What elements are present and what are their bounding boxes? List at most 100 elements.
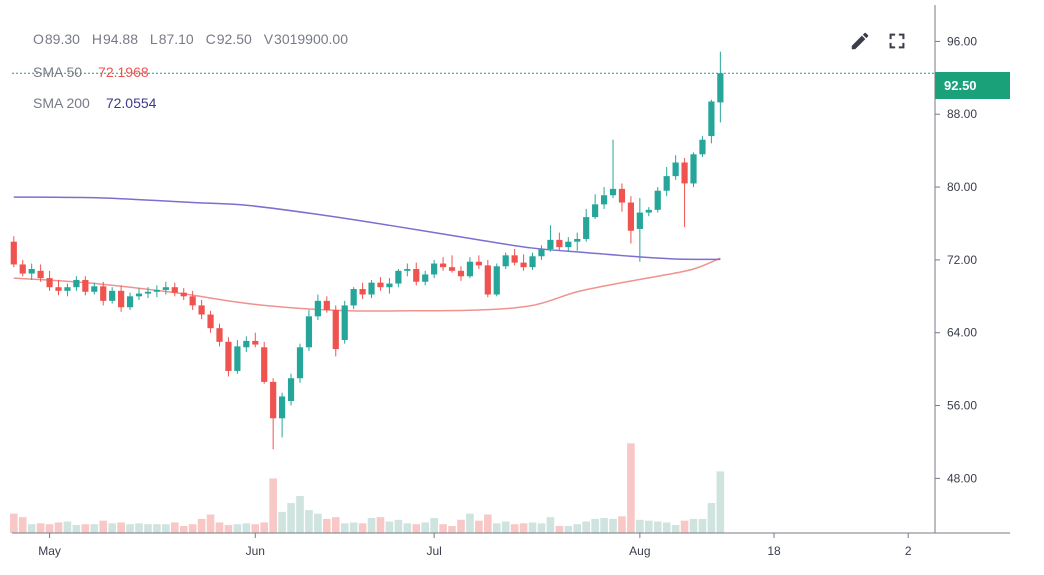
candle [359, 282, 366, 300]
candle-body [118, 290, 125, 308]
volume-bar [385, 521, 394, 533]
volume-bar [600, 518, 608, 533]
candle [618, 183, 626, 212]
candle [645, 207, 652, 217]
legend-volume-value: 3019900.00 [274, 31, 348, 47]
legend-high-key: H [91, 31, 102, 47]
candle-body [314, 300, 321, 317]
candle-body [672, 162, 679, 177]
candle-body [520, 262, 527, 268]
candle [296, 343, 304, 383]
candle-body [645, 209, 652, 213]
volume-bar [99, 520, 108, 533]
legend-open-key: O [33, 31, 44, 47]
candle-body [234, 346, 241, 371]
candle [91, 282, 98, 295]
candle-body [690, 154, 697, 184]
candle-body [243, 340, 250, 348]
candle-body [91, 286, 98, 292]
candle-body [547, 239, 554, 249]
candle-body [386, 283, 393, 288]
volume-bar [188, 524, 197, 533]
volume-bar [510, 524, 519, 533]
volume-bar [653, 521, 662, 533]
candle-body [261, 347, 268, 382]
candle-body [574, 238, 581, 242]
candle [144, 287, 152, 299]
price-tick-label: 64.00 [947, 326, 977, 340]
sma-200-legend[interactable]: SMA 200 72.0554 [33, 95, 156, 111]
sma-200-line [13, 196, 721, 261]
candle-body [305, 316, 313, 348]
volume-bar [546, 517, 555, 533]
sma-200-label: SMA 200 [33, 95, 90, 111]
volume-bar [108, 523, 116, 533]
candle [493, 263, 500, 297]
pencil-icon[interactable] [849, 30, 871, 52]
candle [252, 332, 259, 348]
candle [207, 310, 214, 333]
volume-bar [680, 520, 689, 533]
candle [37, 264, 44, 282]
candle [484, 259, 491, 298]
candle [377, 277, 384, 291]
candle-body [681, 162, 688, 184]
sma-50-legend[interactable]: SMA 50 72.1968 [33, 64, 149, 80]
volume-bar [126, 524, 134, 533]
volume-bar [403, 523, 412, 533]
candle [422, 270, 429, 286]
candle [135, 288, 143, 300]
candle [386, 278, 393, 294]
candle [350, 287, 357, 310]
candle-body [55, 287, 62, 291]
volume-bar [484, 514, 492, 533]
candle [717, 51, 724, 123]
last-price-label: 92.50 [935, 72, 1010, 99]
candle [654, 187, 661, 213]
time-tick-label: Jul [426, 544, 441, 558]
volume-bar [430, 518, 438, 533]
ohlcv-legend: O89.30 H94.88 L87.10 C92.50 V3019900.00 [33, 31, 356, 47]
candle-body [207, 314, 214, 329]
candle [529, 252, 536, 270]
price-axis[interactable]: 96.00 88.00 80.00 72.00 64.00 56.00 48.00 [935, 34, 977, 485]
time-axis[interactable]: May Jun Jul Aug 18 2 [38, 533, 912, 558]
volume-bar [528, 522, 537, 533]
candle [600, 187, 608, 209]
volume-bar [287, 503, 295, 533]
candle-body [448, 267, 456, 271]
candle [323, 296, 330, 313]
candle-body [100, 286, 107, 301]
volume-bar [582, 521, 590, 533]
candle [261, 341, 268, 384]
candle [413, 262, 420, 286]
candle-body [153, 289, 160, 292]
volume-bar [644, 520, 653, 533]
fullscreen-icon[interactable] [886, 30, 908, 52]
candle-body [466, 261, 474, 277]
candle-body [171, 287, 178, 293]
volume-bar [349, 522, 358, 533]
volume-bar [72, 525, 81, 533]
candle [126, 292, 134, 310]
candle-body [216, 328, 223, 342]
candle [466, 257, 474, 279]
volume-bar [671, 525, 680, 533]
candle-body [270, 381, 277, 419]
candle [287, 373, 295, 406]
candle-body [654, 190, 661, 210]
legend-low-value: 87.10 [158, 31, 194, 47]
volume-bar [45, 524, 54, 533]
candle [10, 236, 17, 268]
candle [672, 155, 679, 180]
volume-bar [698, 518, 707, 533]
volume-bar [81, 524, 90, 533]
candle-body [556, 239, 563, 248]
candle-body [180, 292, 187, 297]
candle-body [368, 282, 375, 295]
candle-body [144, 291, 152, 294]
candle-body [359, 289, 366, 295]
volume-bar [296, 496, 304, 533]
candle [118, 285, 125, 312]
